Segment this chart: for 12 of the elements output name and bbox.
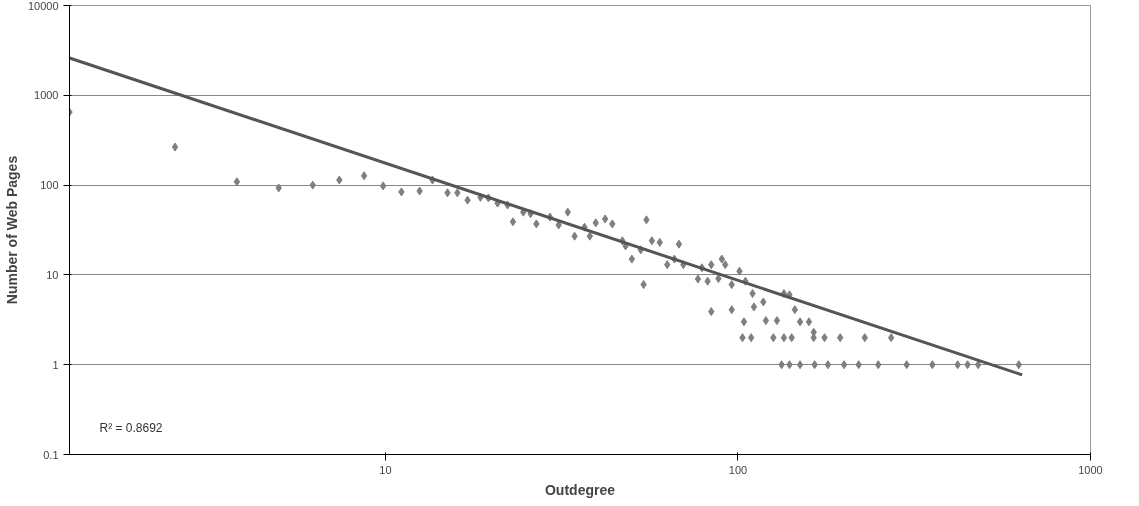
y-tick-label: 10000 bbox=[27, 0, 59, 12]
y-tick-label: 1000 bbox=[34, 89, 59, 102]
y-tick-label: 10 bbox=[46, 268, 59, 281]
x-tick-label: 100 bbox=[728, 463, 748, 476]
annotation: R² = 0.8692 bbox=[99, 420, 163, 435]
y-tick-label: 100 bbox=[40, 179, 59, 192]
y-tick-label: 0.1 bbox=[43, 448, 59, 461]
x-tick-label: 1000 bbox=[1078, 463, 1103, 476]
x-axis-title: Outdegree bbox=[544, 481, 616, 498]
y-tick-label: 1 bbox=[52, 358, 59, 371]
x-tick-label: 10 bbox=[379, 463, 392, 476]
y-axis-title: Number of Web Pages bbox=[3, 155, 20, 305]
